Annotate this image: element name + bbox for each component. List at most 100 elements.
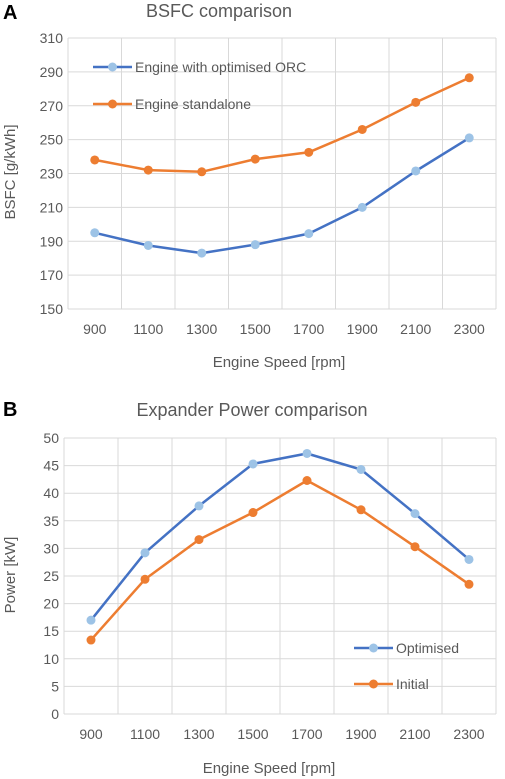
bsfc-x-tick-label: 1700: [293, 321, 324, 337]
power-y-tick-label: 50: [43, 430, 59, 446]
power-x-tick-label: 1100: [130, 726, 160, 742]
bsfc-y-tick-label: 310: [40, 30, 64, 46]
legend-marker-engine-standalone: [108, 99, 117, 109]
data-point-engine-with-optimised-orc: [90, 228, 100, 238]
power-y-tick-label: 0: [51, 706, 59, 722]
data-point-engine-with-optimised-orc: [197, 248, 207, 258]
data-point-optimised: [410, 509, 420, 519]
data-point-optimised: [248, 459, 258, 469]
legend-label-engine-standalone: Engine standalone: [135, 96, 251, 112]
bsfc-x-tick-label: 1300: [186, 321, 217, 337]
data-point-optimised: [464, 554, 474, 564]
power-series: [86, 448, 474, 645]
bsfc-x-tick-labels: 900 1100 1300 1500 1700 1900 2100 2300: [83, 321, 485, 337]
panel-letter-a: A: [3, 2, 17, 24]
bsfc-x-tick-label: 1500: [240, 321, 271, 337]
bsfc-x-axis-label: Engine Speed [rpm]: [213, 354, 346, 371]
power-x-tick-label: 2100: [399, 726, 430, 742]
power-y-tick-label: 35: [43, 513, 59, 529]
bsfc-y-tick-label: 290: [40, 64, 64, 80]
data-point-engine-standalone: [197, 167, 207, 177]
bsfc-grid: [67, 37, 497, 310]
power-x-tick-label: 1500: [237, 726, 268, 742]
power-x-tick-label: 900: [79, 726, 103, 742]
series-line-initial: [90, 479, 470, 641]
data-point-engine-standalone: [90, 155, 100, 165]
bsfc-x-tick-label: 2300: [454, 321, 485, 337]
legend-item-engine-standalone: Engine standalone: [93, 96, 251, 112]
legend-item-optimised: Optimised: [354, 640, 459, 656]
data-point-engine-with-optimised-orc: [304, 229, 314, 239]
data-point-initial: [86, 635, 96, 645]
bsfc-x-tick-label: 1900: [347, 321, 378, 337]
power-y-tick-label: 45: [43, 458, 59, 474]
data-point-initial: [140, 574, 150, 584]
bsfc-y-tick-label: 150: [40, 301, 64, 317]
power-y-tick-label: 10: [43, 651, 59, 667]
bsfc-y-tick-label: 170: [40, 267, 64, 283]
power-legend: Optimised Initial: [354, 640, 459, 692]
bsfc-x-tick-label: 1100: [133, 321, 163, 337]
data-point-initial: [464, 579, 474, 589]
power-x-axis-label: Engine Speed [rpm]: [203, 760, 336, 777]
data-point-engine-with-optimised-orc: [143, 240, 153, 250]
bsfc-chart: A BSFC comparison 150 170 190 210 230 250 270 2…: [2, 1, 497, 371]
data-point-initial: [302, 476, 312, 486]
legend-marker-engine-optimised-orc: [108, 62, 117, 72]
power-x-tick-label: 1700: [291, 726, 322, 742]
data-point-engine-standalone: [464, 73, 474, 83]
bsfc-y-tick-label: 210: [40, 199, 64, 215]
bsfc-series: [90, 73, 474, 258]
power-grid: [63, 437, 497, 715]
bsfc-y-tick-label: 250: [40, 132, 64, 148]
power-y-tick-labels: 0 5 10 15 20 25 30 35 40 45 50: [43, 430, 59, 722]
data-point-engine-with-optimised-orc: [411, 166, 421, 176]
series-line-engine-standalone: [94, 76, 470, 174]
data-point-initial: [194, 535, 204, 545]
data-point-optimised: [86, 615, 96, 625]
legend-label-initial: Initial: [396, 676, 429, 692]
series-line-optimised: [90, 452, 470, 621]
legend-item-initial: Initial: [354, 676, 429, 692]
data-point-engine-with-optimised-orc: [357, 202, 367, 212]
legend-marker-optimised: [369, 643, 378, 653]
bsfc-y-tick-label: 270: [40, 98, 64, 114]
data-point-engine-standalone: [411, 97, 421, 107]
data-point-engine-with-optimised-orc: [250, 240, 260, 250]
data-point-optimised: [302, 448, 312, 458]
power-y-tick-label: 5: [51, 678, 59, 694]
power-y-tick-label: 25: [43, 568, 59, 584]
power-x-tick-label: 1900: [345, 726, 376, 742]
power-y-tick-label: 20: [43, 596, 59, 612]
panel-letter-b: B: [3, 399, 17, 421]
data-point-initial: [248, 508, 258, 518]
data-point-optimised: [194, 501, 204, 511]
legend-item-engine-optimised-orc: Engine with optimised ORC: [93, 59, 306, 75]
power-x-tick-label: 1300: [183, 726, 214, 742]
data-point-engine-standalone: [357, 124, 367, 134]
power-y-axis-label: Power [kW]: [2, 537, 19, 614]
bsfc-y-tick-label: 190: [40, 233, 64, 249]
data-point-engine-standalone: [304, 147, 314, 157]
bsfc-x-tick-label: 2100: [400, 321, 431, 337]
data-point-engine-with-optimised-orc: [464, 133, 474, 143]
power-y-tick-label: 30: [43, 540, 59, 556]
legend-marker-initial: [369, 679, 378, 689]
bsfc-y-tick-label: 230: [40, 166, 64, 182]
bsfc-y-axis-label: BSFC [g/kWh]: [2, 124, 19, 219]
data-point-optimised: [140, 548, 150, 558]
power-chart-title: Expander Power comparison: [136, 400, 367, 420]
bsfc-x-tick-label: 900: [83, 321, 107, 337]
power-y-tick-label: 40: [43, 485, 59, 501]
bsfc-chart-title: BSFC comparison: [146, 1, 292, 21]
data-point-initial: [410, 542, 420, 552]
data-point-engine-standalone: [143, 165, 153, 175]
series-line-engine-with-optimised-orc: [94, 136, 470, 255]
bsfc-legend: Engine with optimised ORC Engine standal…: [93, 59, 306, 112]
data-point-optimised: [356, 464, 366, 474]
legend-label-optimised: Optimised: [396, 640, 459, 656]
power-x-tick-label: 2300: [453, 726, 484, 742]
data-point-engine-standalone: [250, 154, 260, 164]
expander-power-chart: B Expander Power comparison 0 5 10 15 20 25 30…: [2, 399, 497, 777]
